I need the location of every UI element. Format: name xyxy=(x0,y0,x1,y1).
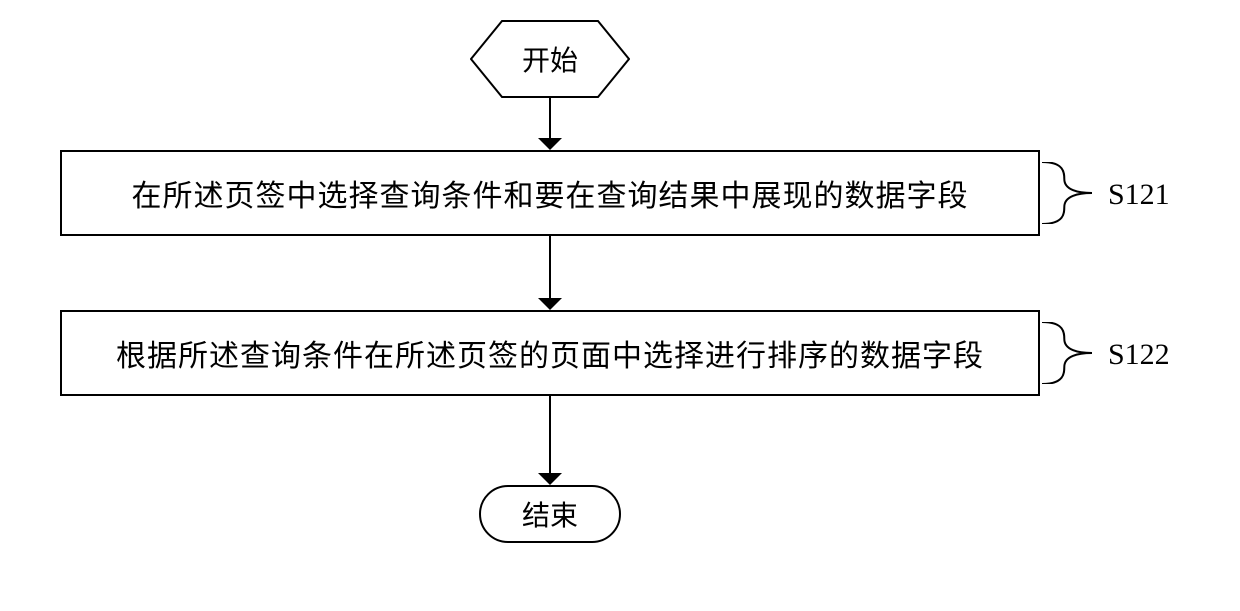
step2-node: 根据所述查询条件在所述页签的页面中选择进行排序的数据字段 xyxy=(60,310,1040,396)
end-label: 结束 xyxy=(522,494,578,534)
end-node: 结束 xyxy=(479,485,621,543)
brace-step2 xyxy=(1040,322,1094,384)
step2-text: 根据所述查询条件在所述页签的页面中选择进行排序的数据字段 xyxy=(116,331,984,375)
brace-step1 xyxy=(1040,162,1094,224)
arrow-step2-end xyxy=(536,396,564,485)
step1-node: 在所述页签中选择查询条件和要在查询结果中展现的数据字段 xyxy=(60,150,1040,236)
flowchart-canvas: 开始 在所述页签中选择查询条件和要在查询结果中展现的数据字段 根据所述查询条件在… xyxy=(0,0,1240,611)
start-node: 开始 xyxy=(470,20,630,98)
start-label: 开始 xyxy=(522,39,578,79)
step2-tag: S122 xyxy=(1108,338,1170,372)
step1-tag: S121 xyxy=(1108,178,1170,212)
step1-text: 在所述页签中选择查询条件和要在查询结果中展现的数据字段 xyxy=(132,171,969,215)
arrow-start-step1 xyxy=(536,98,564,150)
arrow-step1-step2 xyxy=(536,236,564,310)
